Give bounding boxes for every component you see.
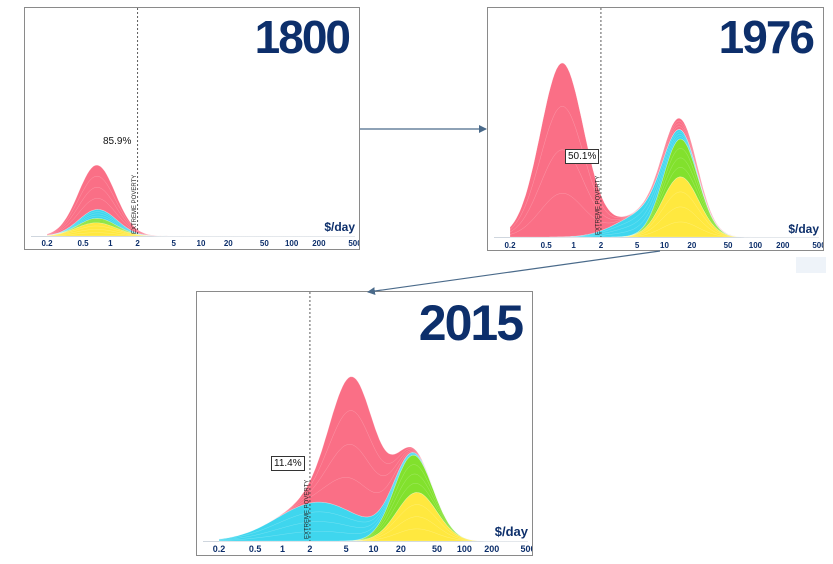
series-area-2 [218,451,528,542]
x-tick-label: 50 [432,544,442,554]
series-area-4 [509,62,819,238]
x-tick-label: 20 [687,241,696,250]
series-strata-line [46,220,355,237]
series-area-3 [509,62,819,238]
series-area-3 [46,164,355,237]
series-strata-line [46,198,355,237]
series-strata-line [218,453,528,542]
series-strata-line [509,62,819,238]
series-area-3 [218,376,528,542]
chart-title: 1800 [254,11,351,63]
x-tick-label: 0.2 [504,241,516,250]
chart-panel-1976: EXTREME POVERTY0.20.5125102050100200500 … [487,7,824,251]
series-strata-line [218,450,528,542]
x-tick-label: 0.2 [213,544,226,554]
poverty-share-label: 50.1% [565,149,600,164]
x-tick-label: 2 [599,241,604,250]
x-tick-label: 1 [571,241,576,250]
x-axis-unit-label: $/day [788,222,819,236]
x-tick-label: 0.2 [41,239,53,248]
extreme-poverty-label: EXTREME POVERTY [304,480,310,539]
x-tick-label: 200 [312,239,326,248]
series-strata-line [46,213,355,237]
arrow-1976-to-2015 [367,250,661,295]
chart-title: 1976 [718,11,815,63]
x-tick-label: 5 [344,544,349,554]
x-tick-label: 100 [457,544,472,554]
x-tick-label: 20 [224,239,233,248]
x-tick-label: 50 [260,239,269,248]
x-tick-label: 500 [812,241,823,250]
chart-svg-1976: EXTREME POVERTY 0.2 0.5 1 2 5 10 20 50 100 200 500 [494,8,823,250]
series-strata-line [46,211,355,237]
chart-title: 2015 [418,295,524,351]
x-tick-label: 2 [307,544,312,554]
x-axis-unit-label: $/day [324,220,355,234]
x-tick-label: 0.5 [249,544,262,554]
series-area-2 [510,129,819,238]
chart-panel-1800: EXTREME POVERTY0.20.5125102050100200500 … [24,7,360,250]
x-tick-label: 1 [108,239,113,248]
x-tick-label: 10 [660,241,669,250]
series-strata-line [46,225,355,237]
series-strata-line [46,221,355,237]
x-tick-label: 1 [280,544,285,554]
poverty-share-label: 85.9% [103,136,132,147]
series-strata-line [509,62,819,238]
series-strata-line [509,62,819,238]
poverty-share-label: 11.4% [271,456,305,471]
x-tick-label: 100 [285,239,299,248]
series-strata-line [218,444,528,542]
x-tick-label: 50 [724,241,733,250]
x-tick-label: 100 [749,241,763,250]
extreme-poverty-label: EXTREME POVERTY [132,175,138,234]
series-strata-line [47,232,355,237]
series-strata-line [46,229,355,237]
x-tick-label: 200 [484,544,499,554]
series-strata-line [46,219,355,237]
chart-svg-1800: EXTREME POVERTY 0.2 0.5 1 2 5 10 20 50 100 200 500 [31,8,359,248]
x-tick-label: 0.5 [78,239,90,248]
extreme-poverty-label: EXTREME POVERTY [595,176,601,235]
series-strata-line [510,133,819,238]
x-tick-label: 20 [396,544,406,554]
x-tick-label: 5 [635,241,640,250]
series-strata-line [218,410,528,542]
series-strata-line [218,454,528,542]
x-tick-label: 200 [776,241,790,250]
x-axis-unit-label: $/day [494,524,528,539]
x-tick-label: 5 [171,239,176,248]
chart-svg-2015: EXTREME POVERTY 0.2 0.5 1 2 5 10 20 50 100 200 500 [203,292,532,554]
x-tick-label: 10 [368,544,378,554]
x-tick-label: 500 [520,544,532,554]
series-strata-line [46,215,355,237]
series-strata-line [46,175,355,237]
series-strata-line [510,136,819,238]
series-strata-line [218,452,528,542]
chart-panel-2015: EXTREME POVERTY0.20.5125102050100200500 … [196,291,533,556]
x-tick-label: 10 [197,239,206,248]
series-strata-line [46,187,355,237]
x-tick-label: 0.5 [541,241,553,250]
series-area-1 [46,217,355,237]
x-tick-label: 500 [348,239,359,248]
series-strata-line [510,131,819,238]
x-tick-label: 2 [135,239,140,248]
corner-mark [796,257,826,273]
